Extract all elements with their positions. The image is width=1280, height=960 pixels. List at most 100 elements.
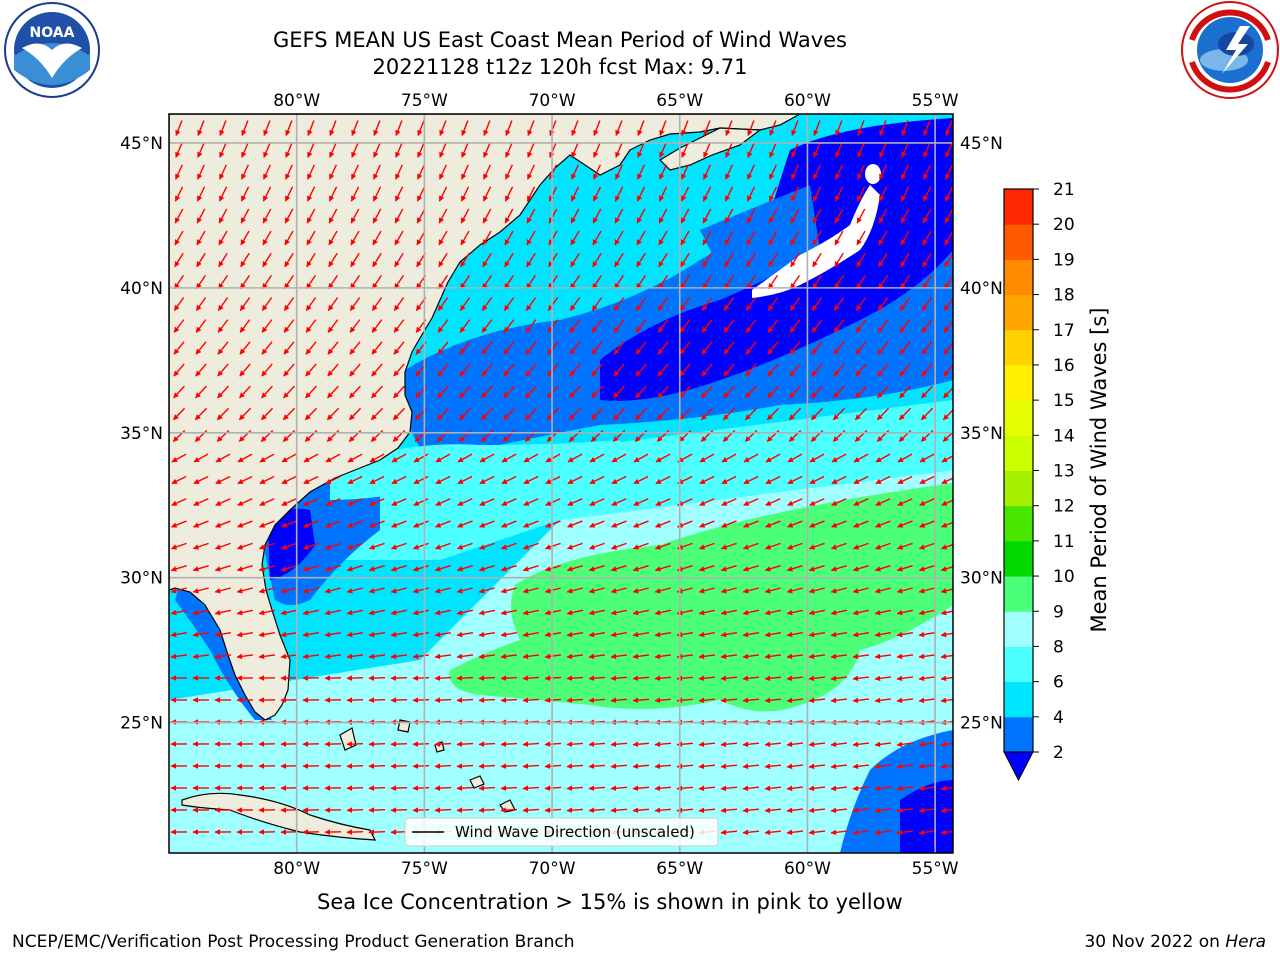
wave-direction-arrow: [522, 609, 539, 616]
wave-direction-arrow: [655, 453, 671, 463]
colorbar-under-extension: [1003, 751, 1034, 782]
wave-direction-arrow: [743, 520, 759, 528]
wave-direction-arrow: [236, 609, 253, 616]
wave-direction-arrow: [240, 186, 250, 202]
wave-direction-arrow: [808, 587, 825, 594]
wave-direction-arrow: [919, 498, 935, 506]
wave-direction-arrow: [721, 453, 737, 463]
wave-direction-arrow: [896, 675, 914, 682]
wave-direction-arrow: [918, 565, 935, 572]
wave-direction-arrow: [305, 385, 317, 399]
colorbar-segment: [1004, 435, 1033, 471]
wave-direction-arrow: [830, 675, 848, 682]
wave-direction-arrow: [456, 675, 474, 681]
wave-direction-arrow: [614, 186, 624, 202]
wave-direction-arrow: [371, 274, 383, 290]
wave-direction-arrow: [654, 587, 671, 594]
lon-labels-top: 80°W 75°W 70°W 65°W 60°W 55°W: [273, 91, 959, 111]
wave-direction-arrow: [637, 164, 645, 180]
wave-direction-arrow: [744, 407, 758, 421]
wave-direction-arrow: [192, 565, 209, 572]
wave-direction-arrow: [588, 741, 606, 748]
wave-direction-arrow: [390, 653, 408, 660]
wave-direction-arrow: [259, 453, 275, 463]
wave-direction-arrow: [834, 252, 844, 268]
wave-direction-arrow: [347, 520, 363, 528]
wave-direction-arrow: [549, 142, 557, 158]
wave-direction-arrow: [412, 653, 430, 660]
wave-direction-arrow: [456, 565, 473, 572]
wave-direction-arrow: [632, 675, 650, 682]
wave-direction-arrow: [258, 653, 276, 660]
wave-direction-arrow: [723, 385, 735, 399]
wave-direction-arrow: [742, 609, 759, 616]
wave-direction-arrow: [808, 631, 826, 638]
wave-direction-arrow: [813, 164, 821, 180]
wave-direction-arrow: [456, 542, 473, 550]
wave-direction-arrow: [544, 785, 562, 791]
wave-direction-arrow: [767, 274, 779, 290]
wave-direction-arrow: [945, 142, 953, 158]
wave-direction-arrow: [195, 319, 207, 333]
wave-direction-arrow: [632, 609, 649, 616]
wave-direction-arrow: [897, 520, 913, 528]
wave-direction-arrow: [723, 341, 735, 355]
wave-direction-arrow: [746, 208, 756, 224]
wave-direction-arrow: [874, 763, 892, 770]
wave-direction-arrow: [412, 807, 430, 813]
wave-direction-arrow: [742, 763, 760, 770]
colorbar-tick-label: 11: [1053, 532, 1075, 552]
wave-direction-arrow: [896, 785, 914, 792]
wave-direction-arrow: [809, 453, 825, 463]
wave-direction-arrow: [261, 341, 273, 355]
wave-direction-arrow: [636, 230, 646, 246]
wave-direction-arrow: [878, 252, 888, 268]
wave-direction-arrow: [326, 407, 340, 421]
wave-direction-arrow: [346, 609, 363, 616]
wave-direction-arrow: [261, 319, 273, 333]
wave-direction-arrow: [896, 829, 914, 836]
wave-direction-arrow: [940, 566, 953, 572]
wave-direction-arrow: [834, 186, 844, 202]
wave-direction-arrow: [214, 587, 231, 594]
wave-direction-arrow: [809, 498, 825, 506]
wave-direction-arrow: [258, 587, 275, 594]
wave-direction-arrow: [566, 741, 584, 748]
wave-direction-arrow: [262, 208, 272, 224]
wave-direction-arrow: [236, 565, 253, 572]
wave-direction-arrow: [500, 631, 518, 638]
wave-direction-arrow: [482, 230, 492, 246]
wave-direction-arrow: [393, 363, 405, 377]
lon-tick-label: 65°W: [656, 859, 703, 879]
wave-direction-arrow: [327, 319, 339, 333]
wave-direction-arrow: [786, 653, 804, 660]
wave-direction-arrow: [324, 609, 341, 616]
wave-direction-arrow: [500, 542, 517, 550]
wave-direction-arrow: [307, 120, 315, 136]
wave-direction-arrow: [742, 675, 760, 682]
wave-direction-arrow: [373, 164, 381, 180]
wave-direction-arrow: [390, 785, 408, 791]
wave-direction-arrow: [481, 341, 493, 355]
wave-direction-arrow: [239, 385, 251, 399]
wave-direction-arrow: [899, 319, 911, 333]
wave-direction-arrow: [940, 543, 953, 550]
wave-direction-arrow: [175, 142, 183, 158]
wave-direction-arrow: [874, 542, 891, 550]
wave-direction-arrow: [217, 274, 229, 290]
wave-direction-arrow: [834, 208, 844, 224]
footer-credit: NCEP/EMC/Verification Post Processing Pr…: [12, 932, 575, 952]
wave-direction-arrow: [434, 785, 452, 791]
wave-direction-arrow: [764, 653, 782, 660]
wave-direction-arrow: [786, 609, 803, 616]
wave-direction-arrow: [855, 363, 867, 377]
lon-tick-label: 60°W: [784, 91, 831, 111]
wave-direction-arrow: [811, 297, 823, 311]
wave-direction-arrow: [632, 763, 650, 770]
wave-direction-arrow: [591, 385, 603, 399]
wave-direction-arrow: [544, 609, 561, 616]
wave-direction-arrow: [857, 142, 865, 158]
wave-direction-arrow: [219, 142, 227, 158]
wave-direction-arrow: [280, 609, 297, 616]
wave-direction-arrow: [611, 520, 627, 528]
